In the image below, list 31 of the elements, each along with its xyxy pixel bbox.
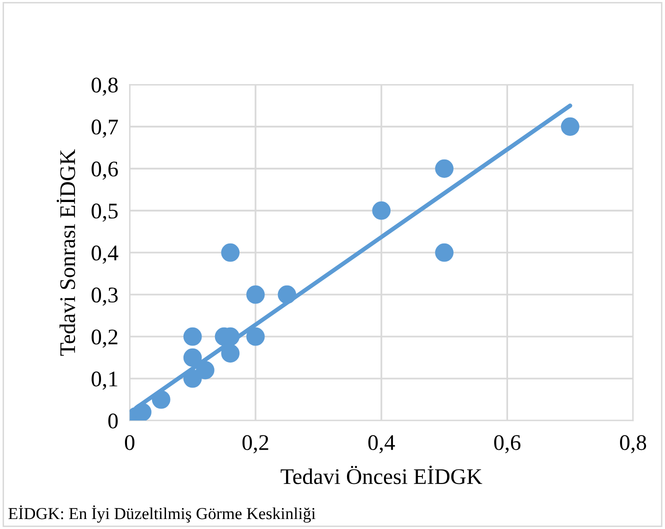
x-tick-label: 0,2	[242, 435, 268, 454]
point	[246, 327, 265, 346]
x-tick-label: 0,4	[368, 435, 395, 454]
y-axis-title: Tedavi Sonrası EİDGK	[56, 149, 76, 356]
y-tick-label: 0,4	[92, 246, 118, 264]
point	[152, 390, 170, 409]
point	[246, 285, 265, 304]
point	[435, 243, 454, 262]
y-tick-label: 0,5	[92, 204, 118, 222]
point	[435, 159, 454, 178]
y-tick-label: 0,6	[92, 162, 118, 180]
x-axis-title: Tedavi Öncesi EİDGK	[280, 466, 482, 484]
point	[221, 243, 240, 262]
x-tick-label: 0,8	[620, 435, 646, 454]
point	[196, 360, 214, 380]
y-tick-label: 0,2	[92, 330, 118, 348]
point	[278, 285, 296, 304]
point	[183, 348, 202, 367]
x-tick-label: 0	[124, 435, 134, 450]
y-tick-label: 0,8	[92, 78, 118, 96]
x-tick-label: 0,6	[494, 435, 520, 454]
point	[183, 327, 202, 346]
y-tick-label: 0,1	[92, 372, 118, 390]
y-tick-label: 0,7	[92, 120, 118, 138]
point	[183, 369, 202, 388]
text: EİDGK: En İyi Düzeltilmiş Görme Keskinliği	[8, 505, 316, 523]
point	[560, 117, 580, 136]
y-tick-label: 0,3	[92, 288, 118, 306]
y-tick-label: 0	[108, 413, 118, 428]
point	[221, 344, 240, 363]
point	[372, 201, 391, 220]
